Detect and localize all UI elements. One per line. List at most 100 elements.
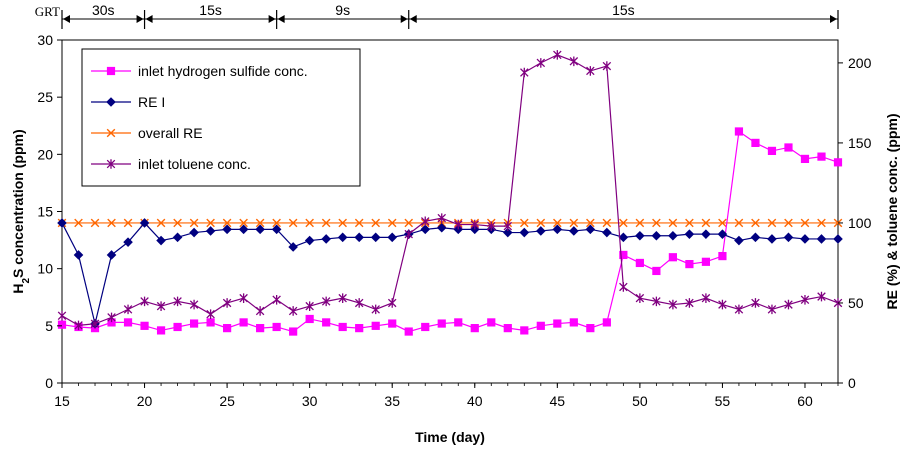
- data-point-x: [189, 218, 199, 228]
- data-point-diamond: [106, 97, 116, 107]
- legend-entry: inlet toluene conc.: [91, 156, 251, 172]
- data-point-square: [156, 326, 166, 335]
- data-point-square: [767, 146, 777, 156]
- data-point-star: [602, 61, 612, 71]
- data-point-diamond: [288, 242, 298, 252]
- data-point-diamond: [73, 250, 84, 260]
- x-axis-title: Time (day): [415, 429, 485, 445]
- data-point-square: [338, 322, 347, 332]
- series-line: [61, 54, 839, 326]
- data-point-diamond: [800, 234, 810, 244]
- data-point-square: [289, 327, 298, 336]
- x-tick-label: 35: [384, 393, 400, 409]
- data-point-square: [470, 324, 479, 333]
- data-point-diamond: [139, 218, 150, 228]
- data-point-x: [107, 218, 116, 228]
- axes: 15 20 25 30 35 40 45 50 55 60 0 5 10 15 20 25 30 0 50 100 15…: [10, 32, 900, 445]
- data-point-star: [140, 296, 149, 307]
- data-point-square: [140, 321, 149, 330]
- grt-arrow-right: [400, 15, 408, 23]
- data-point-diamond: [536, 226, 546, 236]
- data-point-star: [156, 301, 166, 311]
- data-point-star: [123, 304, 133, 315]
- data-point-star: [420, 216, 430, 227]
- data-point-diamond: [304, 235, 315, 246]
- data-point-diamond: [651, 230, 662, 241]
- data-point-diamond: [321, 234, 331, 244]
- data-point-star: [751, 298, 760, 308]
- data-point-square: [388, 319, 397, 328]
- y-left-tick-label: 5: [45, 318, 53, 334]
- data-point-diamond: [123, 237, 133, 247]
- data-point-diamond: [816, 234, 827, 244]
- plot-series: [57, 50, 843, 336]
- data-point-diamond: [189, 227, 199, 238]
- grt-bar: GRT 30s 15s 9s 15s: [35, 2, 839, 29]
- data-point-diamond: [552, 224, 563, 235]
- data-point-star: [800, 294, 810, 305]
- legend-entry: RE I: [91, 94, 165, 110]
- data-point-square: [421, 322, 430, 332]
- data-point-square: [635, 258, 644, 268]
- data-point-diamond: [255, 224, 265, 235]
- data-point-diamond: [172, 232, 183, 243]
- data-point-star: [387, 298, 397, 308]
- data-point-square: [833, 158, 843, 167]
- data-point-square: [437, 319, 446, 328]
- data-point-diamond: [354, 232, 364, 243]
- data-point-diamond: [602, 227, 612, 238]
- series-overall-re: [57, 218, 843, 228]
- data-point-star: [734, 304, 744, 315]
- data-point-square: [454, 318, 463, 327]
- y-left-tick-label: 25: [37, 89, 53, 105]
- legend: inlet hydrogen sulfide conc. RE I overall …: [81, 48, 361, 187]
- data-point-square: [487, 318, 496, 327]
- grt-segment-label: 9s: [335, 2, 350, 18]
- data-point-square: [355, 324, 364, 333]
- data-point-x: [239, 218, 248, 228]
- data-point-square: [602, 318, 611, 327]
- data-point-x: [652, 218, 661, 228]
- data-point-x: [817, 218, 826, 228]
- data-point-x: [354, 218, 364, 228]
- data-point-square: [586, 324, 595, 333]
- y-right-axis-title: RE (%) & toluene conc. (ppm): [884, 114, 900, 310]
- data-point-square: [817, 152, 826, 161]
- data-point-x: [734, 218, 744, 228]
- x-tick-label: 20: [137, 393, 153, 409]
- data-point-x: [718, 218, 727, 228]
- data-point-square: [668, 253, 677, 262]
- data-point-diamond: [106, 250, 117, 260]
- data-point-star: [701, 293, 711, 303]
- data-point-x: [371, 218, 380, 228]
- data-point-square: [189, 319, 199, 328]
- series-re-i: [57, 218, 843, 329]
- data-point-star: [107, 312, 116, 323]
- data-point-star: [321, 296, 331, 307]
- data-point-x: [74, 218, 83, 228]
- legend-label: overall RE: [138, 125, 203, 141]
- data-point-x: [222, 218, 232, 228]
- data-point-star: [586, 66, 595, 76]
- data-point-diamond: [750, 232, 761, 243]
- data-point-x: [288, 218, 298, 228]
- data-point-x: [767, 218, 777, 228]
- data-point-star: [354, 298, 364, 308]
- y-left-tick-label: 10: [37, 261, 53, 277]
- data-point-x: [106, 128, 116, 138]
- data-point-diamond: [271, 224, 282, 235]
- data-point-square: [256, 324, 265, 333]
- data-point-diamond: [717, 229, 728, 239]
- data-point-star: [173, 296, 182, 307]
- data-point-diamond: [569, 226, 579, 236]
- y-left-title-subscript: 2: [21, 278, 32, 284]
- data-point-star: [338, 293, 347, 303]
- data-point-x: [536, 218, 546, 228]
- data-point-diamond: [519, 227, 530, 238]
- data-point-diamond: [436, 222, 447, 233]
- data-point-star: [668, 299, 678, 310]
- legend-box: [81, 48, 361, 187]
- data-point-diamond: [57, 218, 67, 228]
- data-point-square: [404, 327, 413, 336]
- data-point-square: [272, 322, 281, 332]
